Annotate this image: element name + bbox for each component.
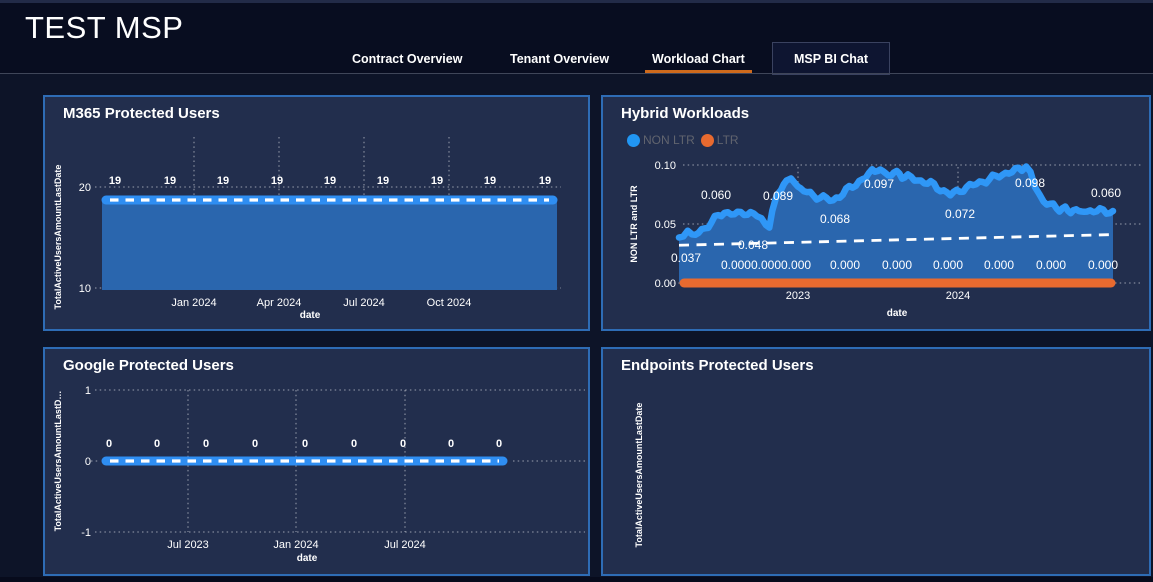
legend-label-non-ltr: NON LTR bbox=[643, 133, 695, 147]
x-tick-label: Jan 2024 bbox=[171, 297, 216, 309]
y-tick-label: 20 bbox=[79, 182, 91, 194]
ltr-data-label: 0.000 bbox=[984, 258, 1014, 272]
non-ltr-data-label: 0.037 bbox=[671, 251, 701, 265]
endpoints-chart-canvas: TotalActiveUsersAmountLastDate bbox=[634, 403, 644, 548]
ltr-data-label: 0.000 bbox=[933, 258, 963, 272]
tab-workload-chart[interactable]: Workload Chart bbox=[645, 52, 752, 73]
app-header: TEST MSP Contract Overview Tenant Overvi… bbox=[0, 0, 1153, 75]
non-ltr-data-label: 0.068 bbox=[820, 212, 850, 226]
trend-data-label: 0.048 bbox=[738, 238, 768, 252]
non-ltr-data-label: 0.089 bbox=[763, 189, 793, 203]
y-tick-label: 10 bbox=[79, 283, 91, 295]
y-tick-label: 0.05 bbox=[655, 219, 676, 231]
y-tick-label: 0.00 bbox=[655, 278, 676, 290]
tab-tenant-overview[interactable]: Tenant Overview bbox=[510, 52, 610, 66]
y-axis-title: TotalActiveUsersAmountLastD… bbox=[53, 391, 63, 532]
non-ltr-data-label: 0.097 bbox=[864, 177, 894, 191]
x-tick-label: 2023 bbox=[786, 290, 810, 302]
ltr-data-label: 0.000 bbox=[882, 258, 912, 272]
y-axis-title: TotalActiveUsersAmountLastDate bbox=[634, 403, 644, 548]
data-label: 0 bbox=[106, 438, 112, 450]
data-label: 19 bbox=[539, 175, 551, 187]
data-label: 19 bbox=[109, 175, 121, 187]
data-label: 19 bbox=[324, 175, 336, 187]
header-divider bbox=[0, 73, 1153, 74]
x-tick-label: Apr 2024 bbox=[257, 297, 302, 309]
legend-item-ltr[interactable]: LTR bbox=[700, 133, 739, 147]
y-tick-label: 1 bbox=[85, 385, 91, 397]
ltr-data-label: 0.0000.0000.000 bbox=[721, 258, 811, 272]
panel-google-protected-users: Google Protected Users 1 0 -1 Jul 2023 Jan 2… bbox=[43, 347, 590, 576]
data-label: 19 bbox=[164, 175, 176, 187]
y-tick-label: 0.10 bbox=[655, 160, 676, 172]
data-label: 0 bbox=[496, 438, 502, 450]
non-ltr-dot-icon bbox=[627, 133, 640, 147]
data-label: 0 bbox=[448, 438, 454, 450]
chart-title-m365: M365 Protected Users bbox=[63, 105, 220, 122]
legend-label-ltr: LTR bbox=[716, 133, 739, 147]
x-tick-label: Jul 2024 bbox=[384, 539, 426, 551]
non-ltr-data-label: 0.098 bbox=[1015, 176, 1045, 190]
y-axis-title: TotalActiveUsersAmountLastDate bbox=[53, 165, 63, 310]
chart-title-hybrid: Hybrid Workloads bbox=[621, 105, 750, 122]
legend-item-non-ltr[interactable]: NON LTR bbox=[627, 133, 695, 147]
x-tick-label: Oct 2024 bbox=[427, 297, 472, 309]
area-fill bbox=[102, 202, 557, 290]
data-label: 19 bbox=[431, 175, 443, 187]
m365-chart-canvas: 20 10 Jan 2024 Apr 2024 Jul 2024 Oct 2024 19 19… bbox=[53, 137, 561, 321]
data-label: 19 bbox=[217, 175, 229, 187]
trend-line bbox=[678, 233, 1112, 247]
tab-contract-overview[interactable]: Contract Overview bbox=[352, 52, 463, 66]
ltr-dot-icon bbox=[700, 133, 714, 147]
data-label: 19 bbox=[484, 175, 496, 187]
panel-endpoints-protected-users: Endpoints Protected Users TotalActiveUse… bbox=[601, 347, 1151, 576]
non-ltr-data-label: 0.060 bbox=[1091, 186, 1121, 200]
bottom-strip bbox=[0, 577, 1153, 582]
non-ltr-data-label: 0.072 bbox=[945, 207, 975, 221]
x-tick-label: Jan 2024 bbox=[273, 539, 318, 551]
x-axis-title: date bbox=[887, 308, 908, 319]
non-ltr-line bbox=[675, 163, 1117, 241]
data-label: 0 bbox=[400, 438, 406, 450]
ltr-data-label: 0.000 bbox=[830, 258, 860, 272]
data-label: 19 bbox=[377, 175, 389, 187]
x-tick-label: Jul 2024 bbox=[343, 297, 385, 309]
chart-title-google: Google Protected Users bbox=[63, 357, 234, 374]
panel-m365-protected-users: M365 Protected Users 20 10 Jan 2024 Apr 202… bbox=[43, 95, 590, 331]
x-tick-label: Jul 2023 bbox=[167, 539, 209, 551]
data-label: 0 bbox=[302, 438, 308, 450]
google-chart-canvas: 1 0 -1 Jul 2023 Jan 2024 Jul 2024 0 0 0 0 0 0 0 0 0 dat… bbox=[53, 385, 585, 564]
data-label: 0 bbox=[203, 438, 209, 450]
chart-legend: NON LTR LTR bbox=[627, 133, 739, 147]
y-tick-label: -1 bbox=[81, 527, 91, 539]
hybrid-chart-canvas: 0.10 0.05 0.00 2023 2024 0.037 0.060 0.089 0.068… bbox=[629, 160, 1143, 319]
non-ltr-area-fill bbox=[679, 166, 1113, 283]
data-label: 0 bbox=[252, 438, 258, 450]
panel-hybrid-workloads: Hybrid Workloads NON LTR LTR 0.10 0.05 0.0… bbox=[601, 95, 1151, 331]
y-tick-label: 0 bbox=[85, 456, 91, 468]
top-strip bbox=[0, 0, 1153, 3]
ltr-data-label: 0.000 bbox=[1036, 258, 1066, 272]
page-title: TEST MSP bbox=[25, 10, 184, 45]
x-axis-title: date bbox=[297, 553, 318, 564]
non-ltr-data-label: 0.060 bbox=[701, 188, 731, 202]
data-label: 19 bbox=[271, 175, 283, 187]
x-tick-label: 2024 bbox=[946, 290, 970, 302]
chart-title-endpoints: Endpoints Protected Users bbox=[621, 357, 814, 374]
y-axis-title: NON LTR and LTR bbox=[629, 185, 639, 263]
ltr-data-label: 0.000 bbox=[1088, 258, 1118, 272]
data-label: 0 bbox=[154, 438, 160, 450]
x-axis-title: date bbox=[300, 310, 321, 321]
data-label: 0 bbox=[351, 438, 357, 450]
tab-msp-bi-chat[interactable]: MSP BI Chat bbox=[772, 42, 890, 75]
